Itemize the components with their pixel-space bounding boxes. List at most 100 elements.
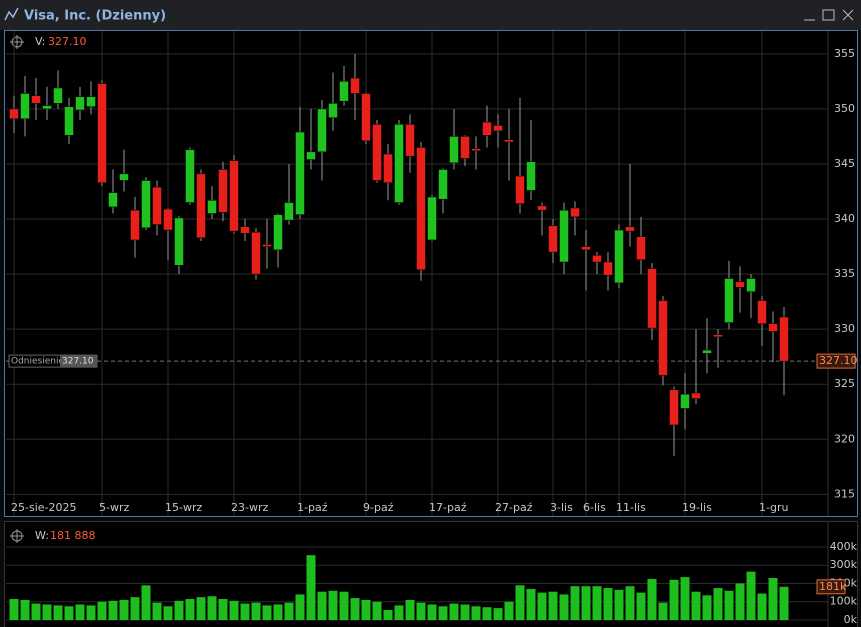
volume-bar [746, 571, 756, 620]
candle-body [284, 202, 294, 221]
candle-body [614, 229, 624, 284]
volume-bar [229, 600, 239, 620]
volume-bar [240, 603, 250, 620]
candle-body [746, 278, 756, 292]
volume-bar [526, 588, 536, 620]
volume-bar [504, 601, 514, 620]
volume-bar [779, 586, 789, 620]
volume-bar [31, 603, 41, 620]
candle-body [53, 87, 63, 104]
candle-body [185, 149, 195, 203]
volume-bar [163, 606, 173, 620]
candle-body [295, 131, 305, 215]
candle-body [504, 139, 514, 143]
candle-body [119, 173, 129, 181]
volume-bar [669, 579, 679, 620]
app-icon [4, 7, 19, 21]
volume-bar [339, 591, 349, 620]
candle-body [9, 108, 19, 120]
volume-bar [713, 588, 723, 620]
candle-body [339, 81, 349, 102]
candle-body [581, 246, 591, 251]
candle-body [361, 93, 371, 142]
candle-body [537, 205, 547, 211]
candle-body [625, 226, 635, 232]
candle-body [108, 192, 118, 208]
move-icon[interactable] [10, 529, 24, 543]
candle-body [757, 300, 767, 324]
volume-bar [185, 599, 195, 620]
readout-value: 181 888 [50, 529, 96, 542]
x-tick-label: 1-paź [297, 501, 328, 514]
x-tick-label: 3-lis [550, 501, 573, 514]
x-tick-label: 6-lis [583, 501, 606, 514]
candle-body [20, 93, 30, 120]
candle-body [548, 225, 558, 253]
y-tick-label: 325 [834, 377, 855, 390]
volume-bar [97, 601, 107, 620]
x-tick-label: 5-wrz [99, 501, 129, 514]
y-tick-label: 350 [834, 102, 855, 115]
volume-bar [119, 599, 129, 620]
y-tick-label: 400k [830, 540, 858, 553]
volume-bar [757, 593, 767, 620]
candle-body [691, 392, 701, 399]
volume-bar [262, 605, 272, 620]
candle-body [493, 125, 503, 132]
candle-body [603, 261, 613, 276]
volume-bar [658, 602, 668, 620]
candle-body [658, 300, 668, 376]
volume-bar [735, 583, 745, 620]
candle-body [570, 207, 580, 218]
candle-body [130, 209, 140, 241]
volume-bar [53, 605, 63, 620]
title-bar [0, 0, 861, 30]
close-button[interactable] [842, 9, 854, 21]
last-price-label: 327.10 [819, 354, 858, 367]
candle-body [559, 209, 569, 263]
volume-bar [482, 607, 492, 620]
x-tick-label: 27-paź [495, 501, 533, 514]
volume-bar [86, 605, 96, 620]
candle-body [471, 148, 481, 151]
volume-bar [427, 604, 437, 620]
volume-bar [460, 604, 470, 620]
candle-body [273, 214, 283, 251]
y-tick-label: 300k [830, 558, 858, 571]
volume-bar [361, 599, 371, 620]
last-volume-box [816, 579, 846, 595]
candle-body [240, 226, 250, 234]
move-icon[interactable] [10, 35, 24, 49]
volume-bar [449, 603, 459, 620]
candle-body [163, 208, 173, 231]
volume-bar [515, 585, 525, 620]
volume-bar [570, 586, 580, 620]
volume-bar [581, 586, 591, 620]
candle-body [75, 96, 85, 111]
x-tick-label: 25-sie-2025 [11, 501, 76, 514]
candle-body [86, 96, 96, 107]
candle-body [152, 186, 162, 225]
candle-body [262, 244, 272, 247]
volume-bar [680, 577, 690, 620]
volume-bar [647, 578, 657, 620]
candle-body [174, 217, 184, 266]
y-tick-label: 315 [834, 487, 855, 500]
y-tick-label: 100k [830, 595, 858, 608]
maximize-button[interactable] [822, 9, 835, 21]
candle-body [64, 106, 74, 136]
volume-bar [75, 604, 85, 620]
x-tick-label: 15-wrz [165, 501, 202, 514]
readout-name: W: [35, 529, 49, 542]
candle-body [394, 124, 404, 203]
candle-body [768, 323, 778, 332]
candle-body [196, 173, 206, 239]
volume-bar [702, 595, 712, 620]
candle-body [350, 77, 360, 94]
volume-bar [416, 602, 426, 620]
volume-bar [471, 606, 481, 620]
volume-bar [372, 601, 382, 620]
volume-bar [317, 591, 327, 620]
volume-bar [768, 578, 778, 620]
